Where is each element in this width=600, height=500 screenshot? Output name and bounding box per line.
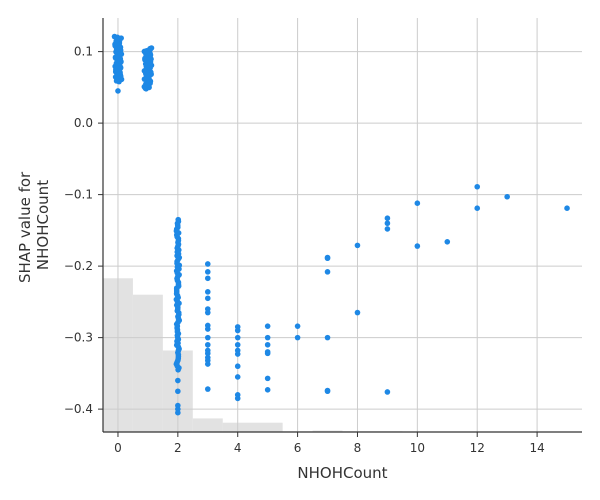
data-point [384, 220, 391, 227]
y-tick-label: −0.3 [64, 331, 93, 345]
x-tick-label: 2 [174, 441, 182, 455]
x-tick-label: 14 [529, 441, 544, 455]
data-point [354, 242, 361, 249]
x-tick-label: 0 [114, 441, 122, 455]
data-point [384, 215, 391, 222]
data-point [414, 200, 421, 206]
data-point [148, 45, 155, 51]
data-point [204, 309, 211, 316]
data-point [204, 289, 211, 295]
data-point [175, 409, 181, 416]
data-point [204, 361, 211, 367]
data-point [414, 243, 421, 249]
data-point [564, 205, 570, 211]
x-axis-ticks: 0 2 4 6 8 10 12 14 [114, 432, 545, 455]
data-point [204, 386, 211, 392]
data-point [175, 388, 181, 395]
data-point [175, 216, 182, 223]
histogram-bar [192, 418, 223, 432]
data-point [204, 275, 211, 282]
data-point [294, 323, 301, 329]
data-point [204, 350, 211, 357]
y-tick-label: −0.2 [64, 259, 93, 273]
data-point [234, 363, 241, 370]
data-point [264, 341, 271, 348]
x-tick-label: 4 [234, 441, 242, 455]
y-axis-label-line-1: SHAP value for [16, 171, 34, 283]
data-point [234, 395, 241, 402]
y-tick-label: −0.4 [64, 402, 93, 416]
data-point [384, 226, 391, 232]
data-point [204, 295, 211, 302]
x-tick-label: 8 [354, 441, 362, 455]
data-point [204, 341, 211, 348]
data-point [324, 269, 331, 275]
data-point [324, 388, 331, 395]
data-point [264, 387, 271, 393]
data-point [111, 33, 118, 40]
points-layer [111, 33, 570, 416]
data-point [264, 323, 271, 329]
data-point [474, 205, 481, 211]
y-axis-label-line-2: NHOHCount [34, 180, 52, 270]
histogram-bar [222, 422, 283, 432]
x-tick-label: 6 [294, 441, 302, 455]
data-point [234, 351, 241, 357]
y-axis-ticks: 0.1 0.0 −0.1 −0.2 −0.3 −0.4 [64, 45, 103, 416]
x-axis-label: NHOHCount [297, 464, 387, 482]
data-point [264, 350, 271, 357]
data-point [504, 193, 510, 200]
x-tick-label: 10 [410, 441, 425, 455]
y-tick-label: −0.1 [64, 188, 93, 202]
data-point [234, 327, 241, 334]
y-tick-label: 0.1 [74, 45, 93, 59]
data-point [204, 326, 211, 332]
data-point [324, 255, 331, 262]
data-point [115, 88, 121, 94]
data-point [324, 334, 331, 341]
data-point [264, 375, 271, 382]
data-point [204, 334, 211, 341]
data-point [234, 341, 241, 348]
data-point [204, 261, 211, 267]
y-axis-label: SHAP value for NHOHCount [16, 167, 52, 283]
data-point [234, 334, 241, 341]
data-point [354, 309, 361, 316]
data-point [264, 334, 271, 341]
data-point [444, 239, 451, 245]
data-point [175, 402, 181, 409]
histogram-bar [312, 430, 343, 432]
data-point [474, 183, 481, 190]
data-point [175, 377, 181, 384]
data-point [294, 334, 301, 341]
y-tick-label: 0.0 [74, 116, 93, 130]
x-tick-label: 12 [470, 441, 485, 455]
histogram-bar [132, 294, 163, 432]
data-point [234, 374, 241, 380]
data-point [384, 389, 391, 395]
data-point [204, 269, 211, 275]
